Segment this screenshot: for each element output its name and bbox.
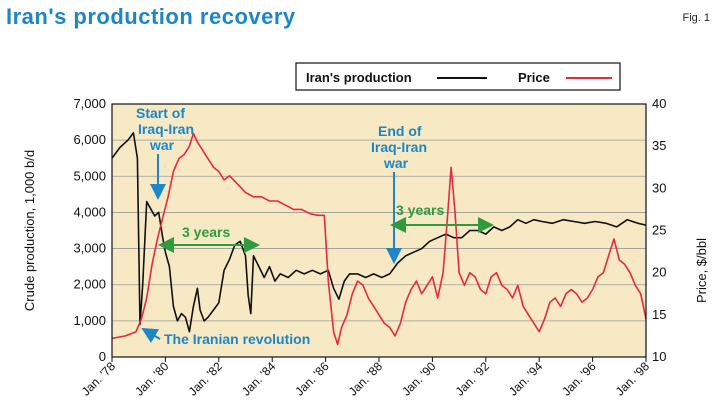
price-line [111, 132, 647, 346]
annotation-span-2: 3 years [390, 202, 494, 233]
annotation-war-end-line2: Iraq-Iran [371, 139, 427, 155]
annotation-span-1: 3 years [158, 224, 260, 253]
x-tick-label: Jan. '80 [132, 359, 172, 399]
x-tick-label: Jan. '92 [453, 359, 493, 399]
x-tick-label: Jan. '98 [613, 359, 653, 399]
right-tick-label: 30 [652, 180, 666, 195]
annotation-revolution-label: The Iranian revolution [164, 331, 310, 347]
annotation-revolution: The Iranian revolution [141, 327, 310, 347]
annotation-span-2-label: 3 years [396, 202, 444, 218]
annotation-war-start: Start of Iraq-Iran war [136, 105, 194, 200]
right-tick-label: 15 [652, 307, 666, 322]
left-tick-label: 4,000 [73, 204, 106, 219]
series-lines [111, 132, 647, 346]
annotation-revolution-arrow [141, 327, 161, 343]
plot-frame [111, 103, 647, 358]
left-tick-label: 6,000 [73, 132, 106, 147]
x-tick-label: Jan. '90 [399, 359, 439, 399]
legend-label-price: Price [518, 70, 550, 85]
annotation-war-start-line2: Iraq-Iran [138, 121, 194, 137]
legend-box [295, 62, 621, 91]
x-tick-label: Jan. '78 [79, 359, 119, 399]
production-line [111, 132, 647, 333]
right-tick-label: 10 [652, 349, 666, 364]
right-axis-label: Price, $/bbl [694, 238, 709, 303]
left-axis-ticks: 0 1,000 2,000 3,000 4,000 5,000 6,000 7,000 [73, 96, 106, 364]
left-tick-label: 7,000 [73, 96, 106, 111]
right-tick-label: 25 [652, 223, 666, 238]
legend: Iran's production Price [295, 62, 621, 91]
annotation-war-end: End of Iraq-Iran war [371, 123, 427, 264]
x-tick-label: Jan. '96 [559, 359, 599, 399]
right-axis-ticks: 10 15 20 25 30 35 40 [652, 96, 666, 364]
right-tick-label: 40 [652, 96, 666, 111]
annotation-war-end-line3: war [383, 155, 409, 171]
left-tick-label: 5,000 [73, 168, 106, 183]
x-tick-label: Jan. '84 [239, 359, 279, 399]
left-tick-label: 0 [99, 349, 106, 364]
x-axis-ticks: Jan. '78 Jan. '80 Jan. '82 Jan. '84 Jan. '86… [79, 357, 653, 399]
figure-label: Fig. 1 [682, 12, 710, 24]
x-tick-label: Jan. '94 [506, 359, 546, 399]
annotation-war-end-line1: End of [378, 123, 422, 139]
right-tick-label: 35 [652, 138, 666, 153]
left-tick-label: 2,000 [73, 277, 106, 292]
legend-label-production: Iran's production [306, 70, 412, 85]
left-axis-label: Crude production, 1,000 b/d [22, 150, 37, 311]
annotation-span-1-label: 3 years [182, 224, 230, 240]
left-tick-label: 3,000 [73, 241, 106, 256]
chart-title: Iran's production recovery [6, 4, 296, 29]
annotation-war-start-line3: war [149, 137, 175, 153]
annotation-war-start-line1: Start of [136, 105, 185, 121]
x-tick-label: Jan. '82 [186, 359, 226, 399]
right-tick-label: 20 [652, 265, 666, 280]
x-tick-label: Jan. '88 [346, 359, 386, 399]
left-tick-label: 1,000 [73, 313, 106, 328]
x-tick-label: Jan. '86 [292, 359, 332, 399]
